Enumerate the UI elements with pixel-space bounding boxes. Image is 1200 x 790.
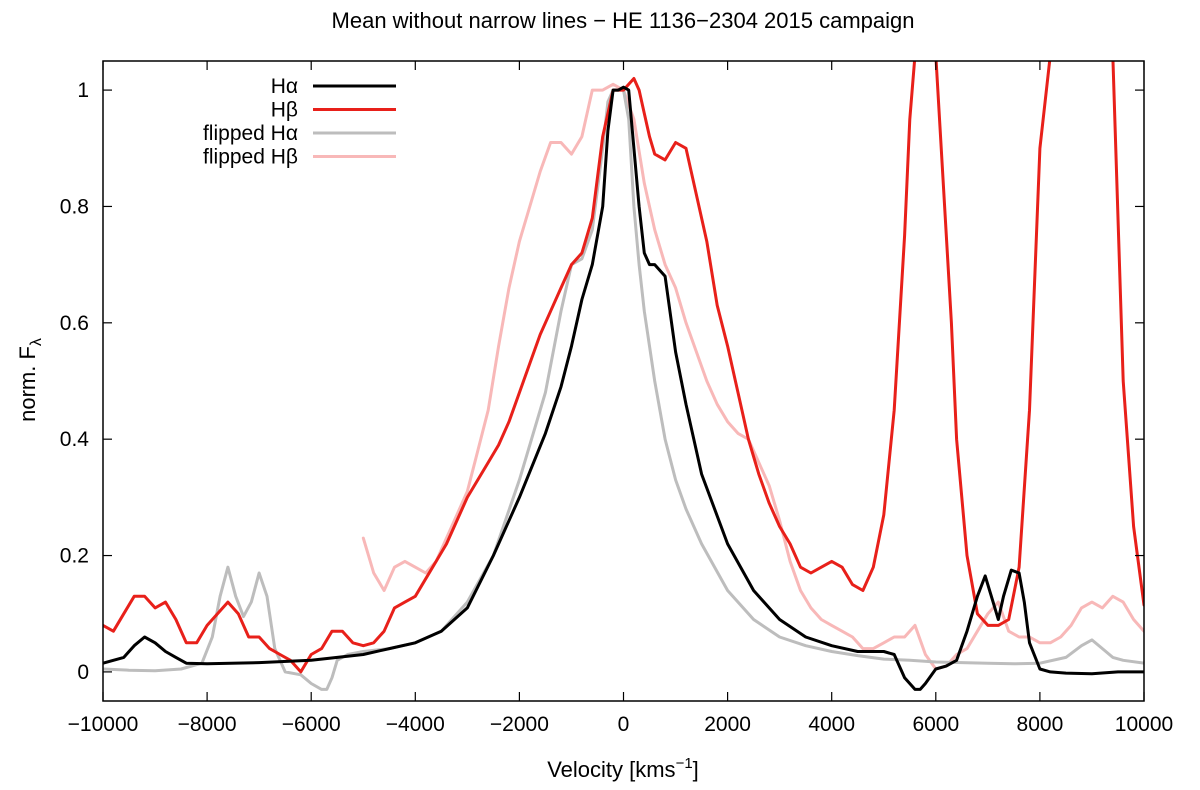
y-tick-label: 0 — [77, 661, 89, 684]
y-tick-label: 0.8 — [60, 195, 89, 218]
x-axis-label-exponent: −1 — [676, 755, 693, 772]
x-axis: −10000 −8000 −6000 −4000 −2000 0 2000 4000 6000 8… — [68, 61, 1173, 736]
x-tick-label: 2000 — [704, 713, 751, 736]
x-tick-label: −2000 — [490, 713, 549, 736]
x-tick-label: −10000 — [68, 713, 139, 736]
x-tick-label: 0 — [618, 713, 630, 736]
y-axis-label-subscript: λ — [28, 338, 45, 346]
y-tick-label: 0.6 — [60, 312, 89, 335]
x-tick-label: 4000 — [808, 713, 855, 736]
legend-label: Hβ — [271, 99, 298, 122]
legend-label: flipped Hα — [203, 122, 298, 145]
x-tick-label: 6000 — [912, 713, 959, 736]
y-tick-label: 1 — [77, 79, 89, 102]
y-axis: 0 0.2 0.4 0.6 0.8 1 — [60, 79, 1144, 684]
y-tick-label: 0.2 — [60, 545, 89, 568]
series-line-halpha — [103, 85, 1144, 691]
y-tick-label: 0.4 — [60, 428, 90, 451]
y-axis-label: norm. Fλ — [15, 338, 45, 422]
x-tick-label: −8000 — [178, 713, 237, 736]
x-tick-label: 10000 — [1115, 713, 1173, 736]
x-tick-label: −4000 — [386, 713, 445, 736]
legend-label: flipped Hβ — [203, 146, 298, 169]
chart-title: Mean without narrow lines − HE 1136−2304… — [332, 8, 915, 33]
legend-label: Hα — [271, 75, 298, 98]
x-axis-label: Velocity [kms−1] — [547, 755, 699, 782]
x-tick-label: 8000 — [1017, 713, 1064, 736]
series-line-flipped-halpha — [103, 88, 1144, 691]
series-layer — [103, 61, 1144, 691]
x-tick-label: −6000 — [282, 713, 341, 736]
